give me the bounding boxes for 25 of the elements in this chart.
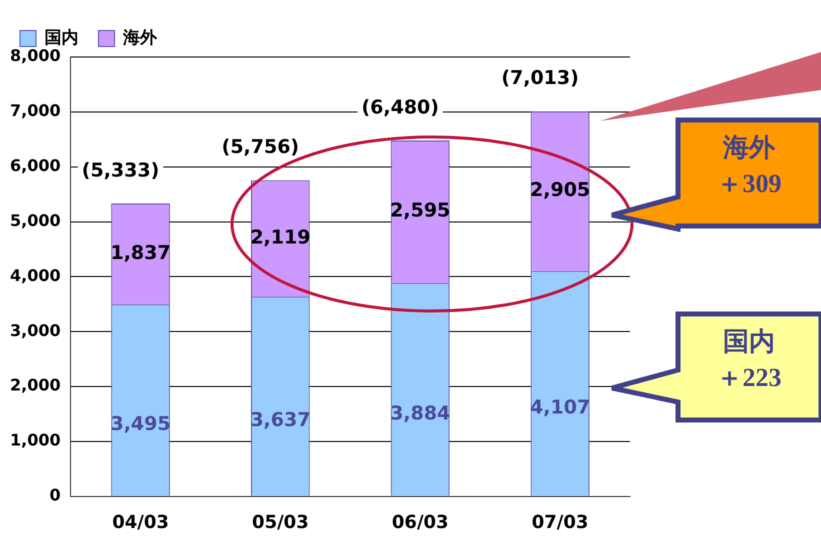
data-label: 2,119: [250, 226, 310, 248]
x-tick-label: 06/03: [392, 512, 449, 533]
data-label: 2,595: [390, 200, 450, 222]
y-tick-label: 4,000: [10, 266, 61, 285]
y-tick-label: 5,000: [10, 210, 61, 230]
x-tick-label: 04/03: [112, 512, 169, 533]
y-tick-label: 2,000: [10, 376, 61, 395]
x-tick-label: 07/03: [532, 512, 588, 533]
y-tick-label: 6,000: [10, 156, 61, 176]
x-tick-label: 05/03: [252, 512, 309, 533]
text: 国内＋223: [716, 326, 782, 394]
y-tick-label: 3,000: [10, 320, 61, 340]
y-tick-label: 0: [49, 486, 61, 505]
legend-label: 国内: [44, 28, 78, 48]
total-label: (6,480): [361, 96, 439, 118]
total-label: (5,333): [82, 159, 160, 182]
text: 海外＋309: [716, 132, 782, 200]
data-label: 2,905: [530, 178, 590, 201]
y-tick-label: 8,000: [10, 46, 61, 66]
total-label: (5,756): [222, 136, 300, 158]
data-label: 1,837: [110, 242, 171, 264]
y-tick-label: 7,000: [10, 101, 61, 120]
legend-label: 海外: [122, 28, 158, 48]
total-label: (7,013): [501, 67, 579, 90]
y-tick-label: 1,000: [10, 430, 61, 450]
